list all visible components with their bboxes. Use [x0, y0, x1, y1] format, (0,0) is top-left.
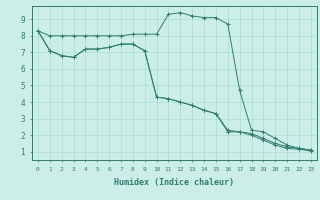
X-axis label: Humidex (Indice chaleur): Humidex (Indice chaleur)	[115, 178, 234, 186]
